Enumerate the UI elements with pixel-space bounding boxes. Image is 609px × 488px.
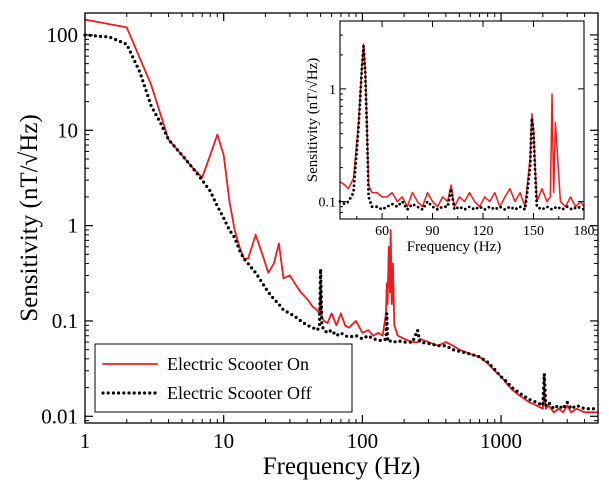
x-tick-label: 10 (213, 429, 234, 453)
inset-series-line-scooter-off (338, 44, 586, 211)
y-axis-title: Sensitivity (nT/√Hz) (16, 114, 43, 321)
y-tick-label: 1 (68, 214, 79, 238)
inset-plot-frame (339, 20, 585, 220)
inset-x-axis-title: Frequency (Hz) (407, 239, 502, 255)
inset-y-axis-title: Sensitivity (nT/√Hz) (305, 58, 321, 182)
main-plot-frame (84, 12, 599, 424)
y-tick-label: 100 (47, 23, 79, 47)
inset-x-tick-label: 180 (574, 224, 595, 239)
legend-label-scooter-off: Electric Scooter Off (167, 383, 312, 403)
y-tick-label: 0.1 (52, 309, 78, 333)
x-tick-label: 100 (347, 429, 379, 453)
inset-x-tick-label: 150 (523, 224, 544, 239)
inset-background (340, 21, 584, 219)
y-tick-label: 0.01 (41, 404, 78, 428)
inset-series-group (338, 43, 586, 211)
inset-series-line-scooter-on (339, 43, 585, 208)
inset-x-tick-label: 120 (473, 224, 494, 239)
x-axis-title: Frequency (Hz) (263, 453, 421, 480)
y-tick-label: 10 (57, 118, 78, 142)
inset-x-tick-label: 60 (375, 224, 389, 239)
inset-x-tick-label: 90 (426, 224, 440, 239)
inset-y-tick-label: 0.1 (319, 196, 337, 211)
inset-y-tick-label: 1 (329, 83, 336, 98)
main-series-line-scooter-off (83, 33, 600, 411)
x-tick-label: 1 (80, 429, 91, 453)
legend-label-scooter-on: Electric Scooter On (167, 354, 309, 374)
main-series-group (83, 18, 600, 414)
main-series-line-scooter-on (84, 18, 599, 414)
x-tick-label: 1000 (480, 429, 522, 453)
legend-box (94, 343, 353, 413)
